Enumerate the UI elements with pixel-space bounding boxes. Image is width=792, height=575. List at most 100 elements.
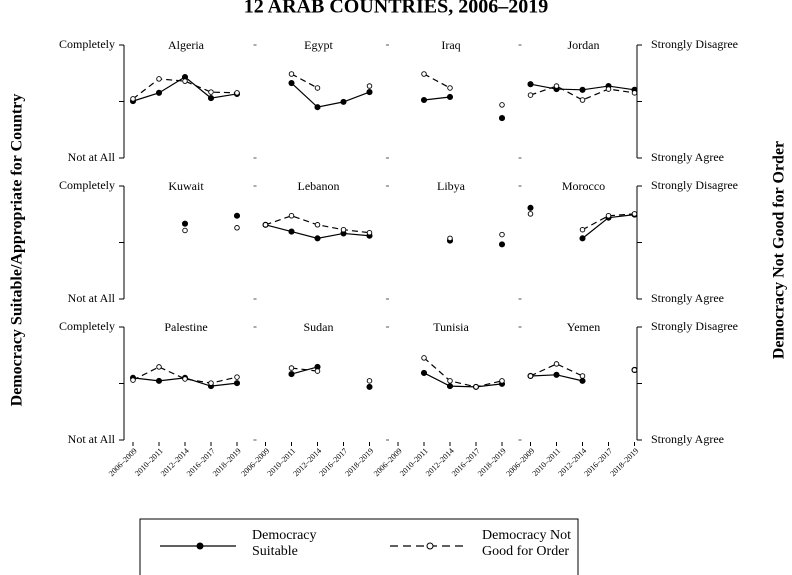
legend-marker: [426, 542, 434, 550]
data-point: [366, 378, 373, 384]
data-point: [233, 380, 241, 387]
y2-tick-label: Strongly Agree: [651, 291, 724, 305]
data-point: [156, 76, 162, 82]
data-point: [527, 92, 534, 98]
data-point: [499, 231, 505, 238]
data-point: [631, 367, 638, 373]
y2-tick-label: Strongly Agree: [651, 432, 724, 446]
data-point: [314, 235, 321, 242]
legend-marker: [196, 542, 204, 550]
data-point: [579, 373, 586, 379]
data-point: [156, 364, 162, 370]
panel-title: Egypt: [304, 38, 333, 52]
series-line: [291, 367, 318, 372]
data-point: [420, 96, 428, 104]
data-point: [155, 89, 163, 96]
data-point: [499, 378, 505, 384]
data-point: [130, 377, 136, 383]
data-point: [288, 79, 295, 87]
panel-title: Palestine: [164, 320, 207, 334]
data-point: [579, 97, 586, 103]
data-point: [446, 383, 454, 390]
data-point: [130, 96, 136, 102]
data-point: [314, 85, 321, 91]
data-point: [366, 229, 373, 236]
y-tick-label: Not at All: [68, 150, 116, 164]
series-line: [291, 366, 318, 375]
data-point: [314, 104, 321, 111]
data-point: [421, 355, 427, 361]
data-point: [366, 83, 373, 89]
data-point: [473, 384, 479, 390]
series-line: [530, 85, 635, 101]
data-point: [288, 213, 295, 219]
series-line: [423, 357, 503, 388]
y2-tick-label: Strongly Disagree: [651, 319, 738, 333]
data-point: [234, 90, 240, 96]
data-point: [233, 212, 241, 219]
panel-title: Lebanon: [298, 179, 340, 193]
data-point: [527, 211, 534, 217]
data-point: [631, 211, 638, 217]
data-point: [499, 102, 505, 108]
legend-box: [139, 518, 579, 575]
data-point: [605, 213, 612, 219]
panel-title: Morocco: [562, 179, 605, 193]
data-point: [181, 220, 189, 227]
y-tick-label: Not at All: [68, 291, 116, 305]
data-point: [288, 228, 295, 235]
data-point: [207, 95, 215, 102]
series-line: [291, 82, 370, 108]
data-point: [631, 90, 638, 96]
data-point: [208, 89, 214, 95]
data-point: [447, 85, 453, 91]
y2-tick-label: Strongly Disagree: [651, 178, 738, 192]
data-point: [314, 368, 321, 374]
data-point: [553, 361, 560, 367]
data-point: [553, 83, 560, 89]
data-point: [288, 71, 295, 77]
panel-title: Kuwait: [168, 179, 204, 193]
data-point: [234, 225, 240, 231]
panel-title: Libya: [437, 179, 466, 193]
panel-title: Tunisia: [433, 320, 469, 334]
y-tick-label: Not at All: [68, 432, 116, 446]
series-line: [423, 96, 451, 101]
data-point: [262, 222, 269, 228]
legend-label-box: Democracy Not Good for Order: [482, 528, 572, 559]
y2-axis-title: Democracy Not Good for Order: [771, 141, 788, 359]
panel-title: Iraq: [441, 38, 460, 52]
series-line: [423, 73, 451, 89]
panel-title: Yemen: [567, 320, 600, 334]
y-tick-label: Completely: [59, 319, 115, 333]
data-point: [579, 226, 586, 233]
series-line: [423, 372, 503, 388]
data-point: [366, 383, 373, 390]
data-point: [579, 86, 586, 93]
y2-tick-label: Strongly Agree: [651, 150, 724, 164]
y-tick-label: Completely: [59, 37, 115, 51]
data-point: [182, 227, 188, 234]
data-point: [527, 81, 534, 88]
data-point: [314, 222, 321, 228]
legend-label-box: Democracy Suitable: [252, 528, 317, 559]
y-tick-label: Completely: [59, 178, 115, 192]
panel-title: Sudan: [304, 320, 334, 334]
data-point: [447, 378, 453, 384]
data-point: [498, 115, 506, 122]
data-point: [421, 71, 427, 77]
series-line: [291, 73, 318, 89]
data-point: [288, 365, 295, 371]
data-point: [155, 377, 163, 384]
data-point: [340, 98, 347, 105]
data-point: [579, 377, 586, 384]
data-point: [527, 204, 534, 211]
panel-title: Jordan: [568, 38, 600, 52]
data-point: [366, 89, 373, 96]
y-axis-title: Democracy Suitable/Appropriate for Count…: [9, 94, 26, 407]
legend-label: Democracy Not Good for Order: [482, 528, 572, 559]
y2-tick-label: Strongly Disagree: [651, 37, 738, 51]
data-point: [579, 235, 586, 242]
